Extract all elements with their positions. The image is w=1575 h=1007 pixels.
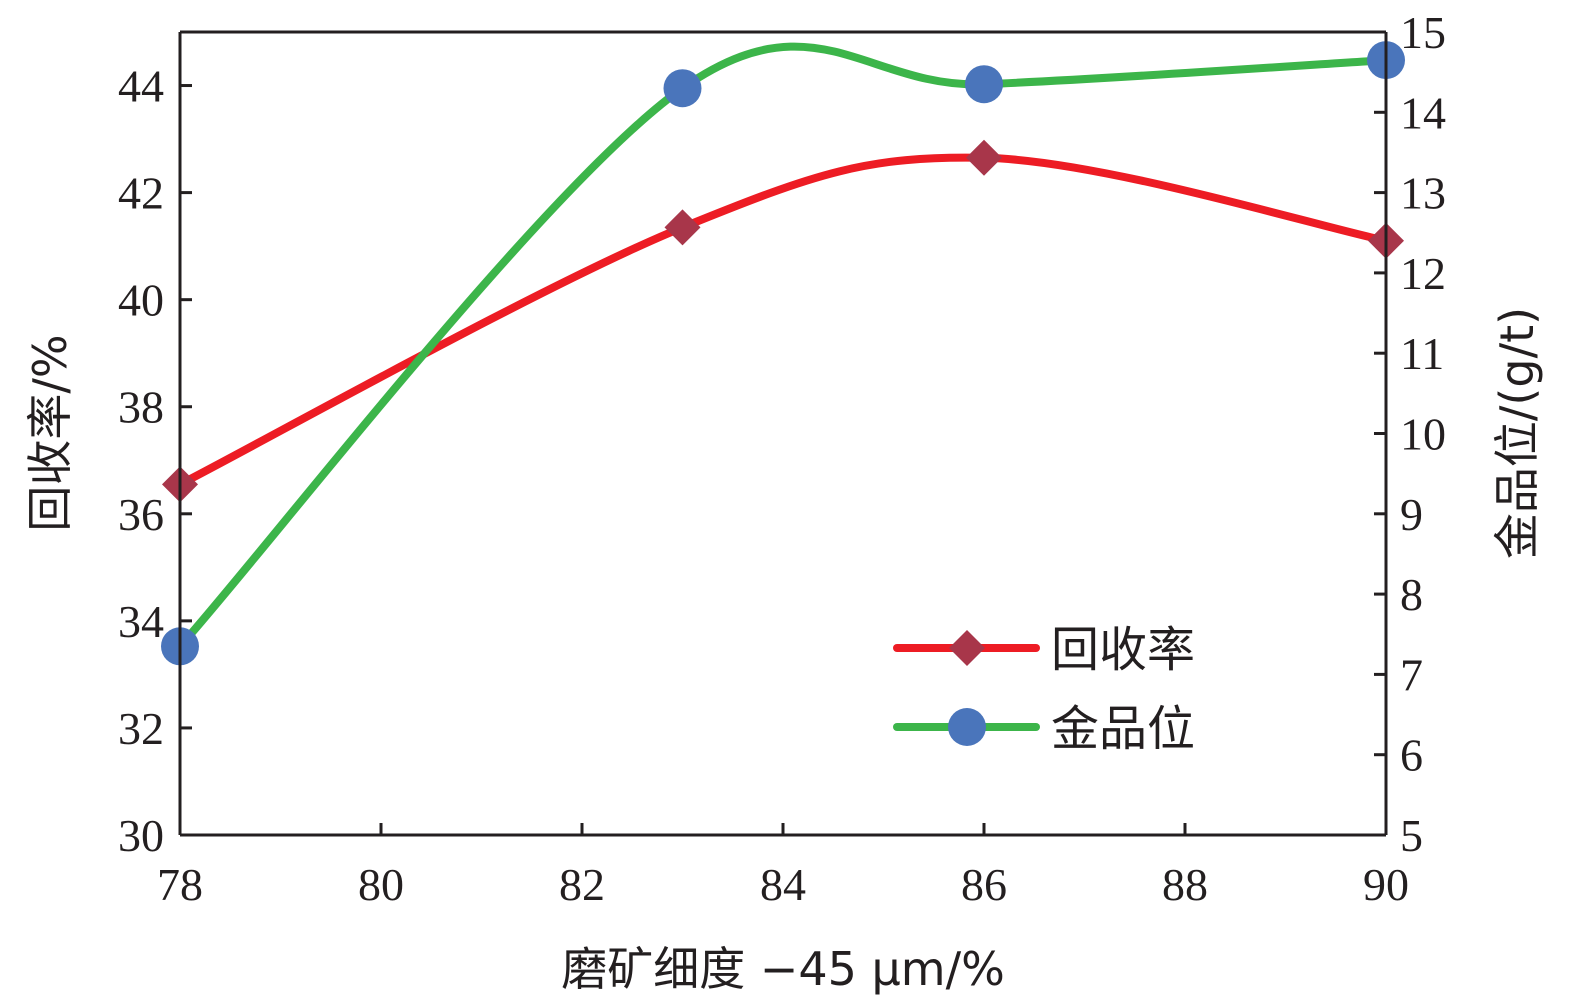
recovery-point (664, 209, 701, 246)
y-right-tick-label: 14 (1400, 87, 1446, 138)
y-left-tick-label: 32 (118, 703, 164, 754)
y-right-tick-label: 10 (1400, 409, 1446, 460)
legend-item-recovery: 回收率 (893, 622, 1195, 678)
x-tick-label: 86 (961, 859, 1007, 910)
legend-item-gold-grade: 金品位 (893, 701, 1195, 757)
recovery-point (966, 139, 1002, 176)
y-left-tick-label: 40 (118, 275, 164, 326)
x-tick-label: 80 (358, 859, 404, 910)
legend-label-recovery: 回收率 (1051, 622, 1195, 678)
series-lines (176, 42, 1390, 651)
y-left-tick-label: 36 (118, 489, 164, 540)
y-right-tick-label: 7 (1400, 649, 1423, 700)
y-right-tick-label: 15 (1400, 7, 1446, 58)
y-right-tick-label: 11 (1400, 328, 1444, 379)
y-right-tick-label: 5 (1400, 810, 1423, 861)
gold-grade-point (965, 65, 1003, 104)
y-right-tick-label: 12 (1400, 248, 1446, 299)
x-tick-label: 88 (1162, 859, 1208, 910)
y-right-tick-label: 13 (1400, 168, 1446, 219)
x-tick-label: 82 (559, 859, 605, 910)
x-tick-label: 90 (1363, 859, 1409, 910)
y-right-ticks: 5 6 7 8 9 10 11 12 13 14 15 (1374, 7, 1446, 861)
y-right-tick-label: 8 (1400, 569, 1423, 620)
left-y-axis-title: 回收率/% (23, 334, 77, 531)
x-axis-title: 磨矿细度 −45 μm/% (561, 942, 1005, 996)
x-tick-label: 84 (760, 859, 806, 910)
x-ticks: 78 80 82 84 86 88 90 (157, 823, 1409, 910)
y-left-tick-label: 42 (118, 168, 164, 219)
x-tick-label: 78 (157, 859, 203, 910)
gold-grade-point (663, 69, 702, 108)
legend-label-gold-grade: 金品位 (1051, 701, 1195, 757)
y-left-tick-label: 34 (118, 596, 164, 647)
legend-circle-marker (948, 708, 986, 746)
legend-diamond-marker (949, 630, 985, 666)
y-left-ticks: 30 32 34 36 38 40 42 44 (118, 61, 192, 861)
y-left-tick-label: 44 (118, 61, 164, 112)
series-markers (161, 41, 1405, 666)
y-left-tick-label: 30 (118, 810, 164, 861)
y-left-tick-label: 38 (118, 382, 164, 433)
series-line-1 (176, 42, 1390, 651)
series-line-0 (176, 153, 1390, 489)
y-right-tick-label: 9 (1400, 489, 1423, 540)
y-right-tick-label: 6 (1400, 730, 1423, 781)
right-y-axis-title: 金品位/(g/t) (1490, 307, 1544, 559)
legend: 回收率 金品位 (893, 622, 1195, 757)
